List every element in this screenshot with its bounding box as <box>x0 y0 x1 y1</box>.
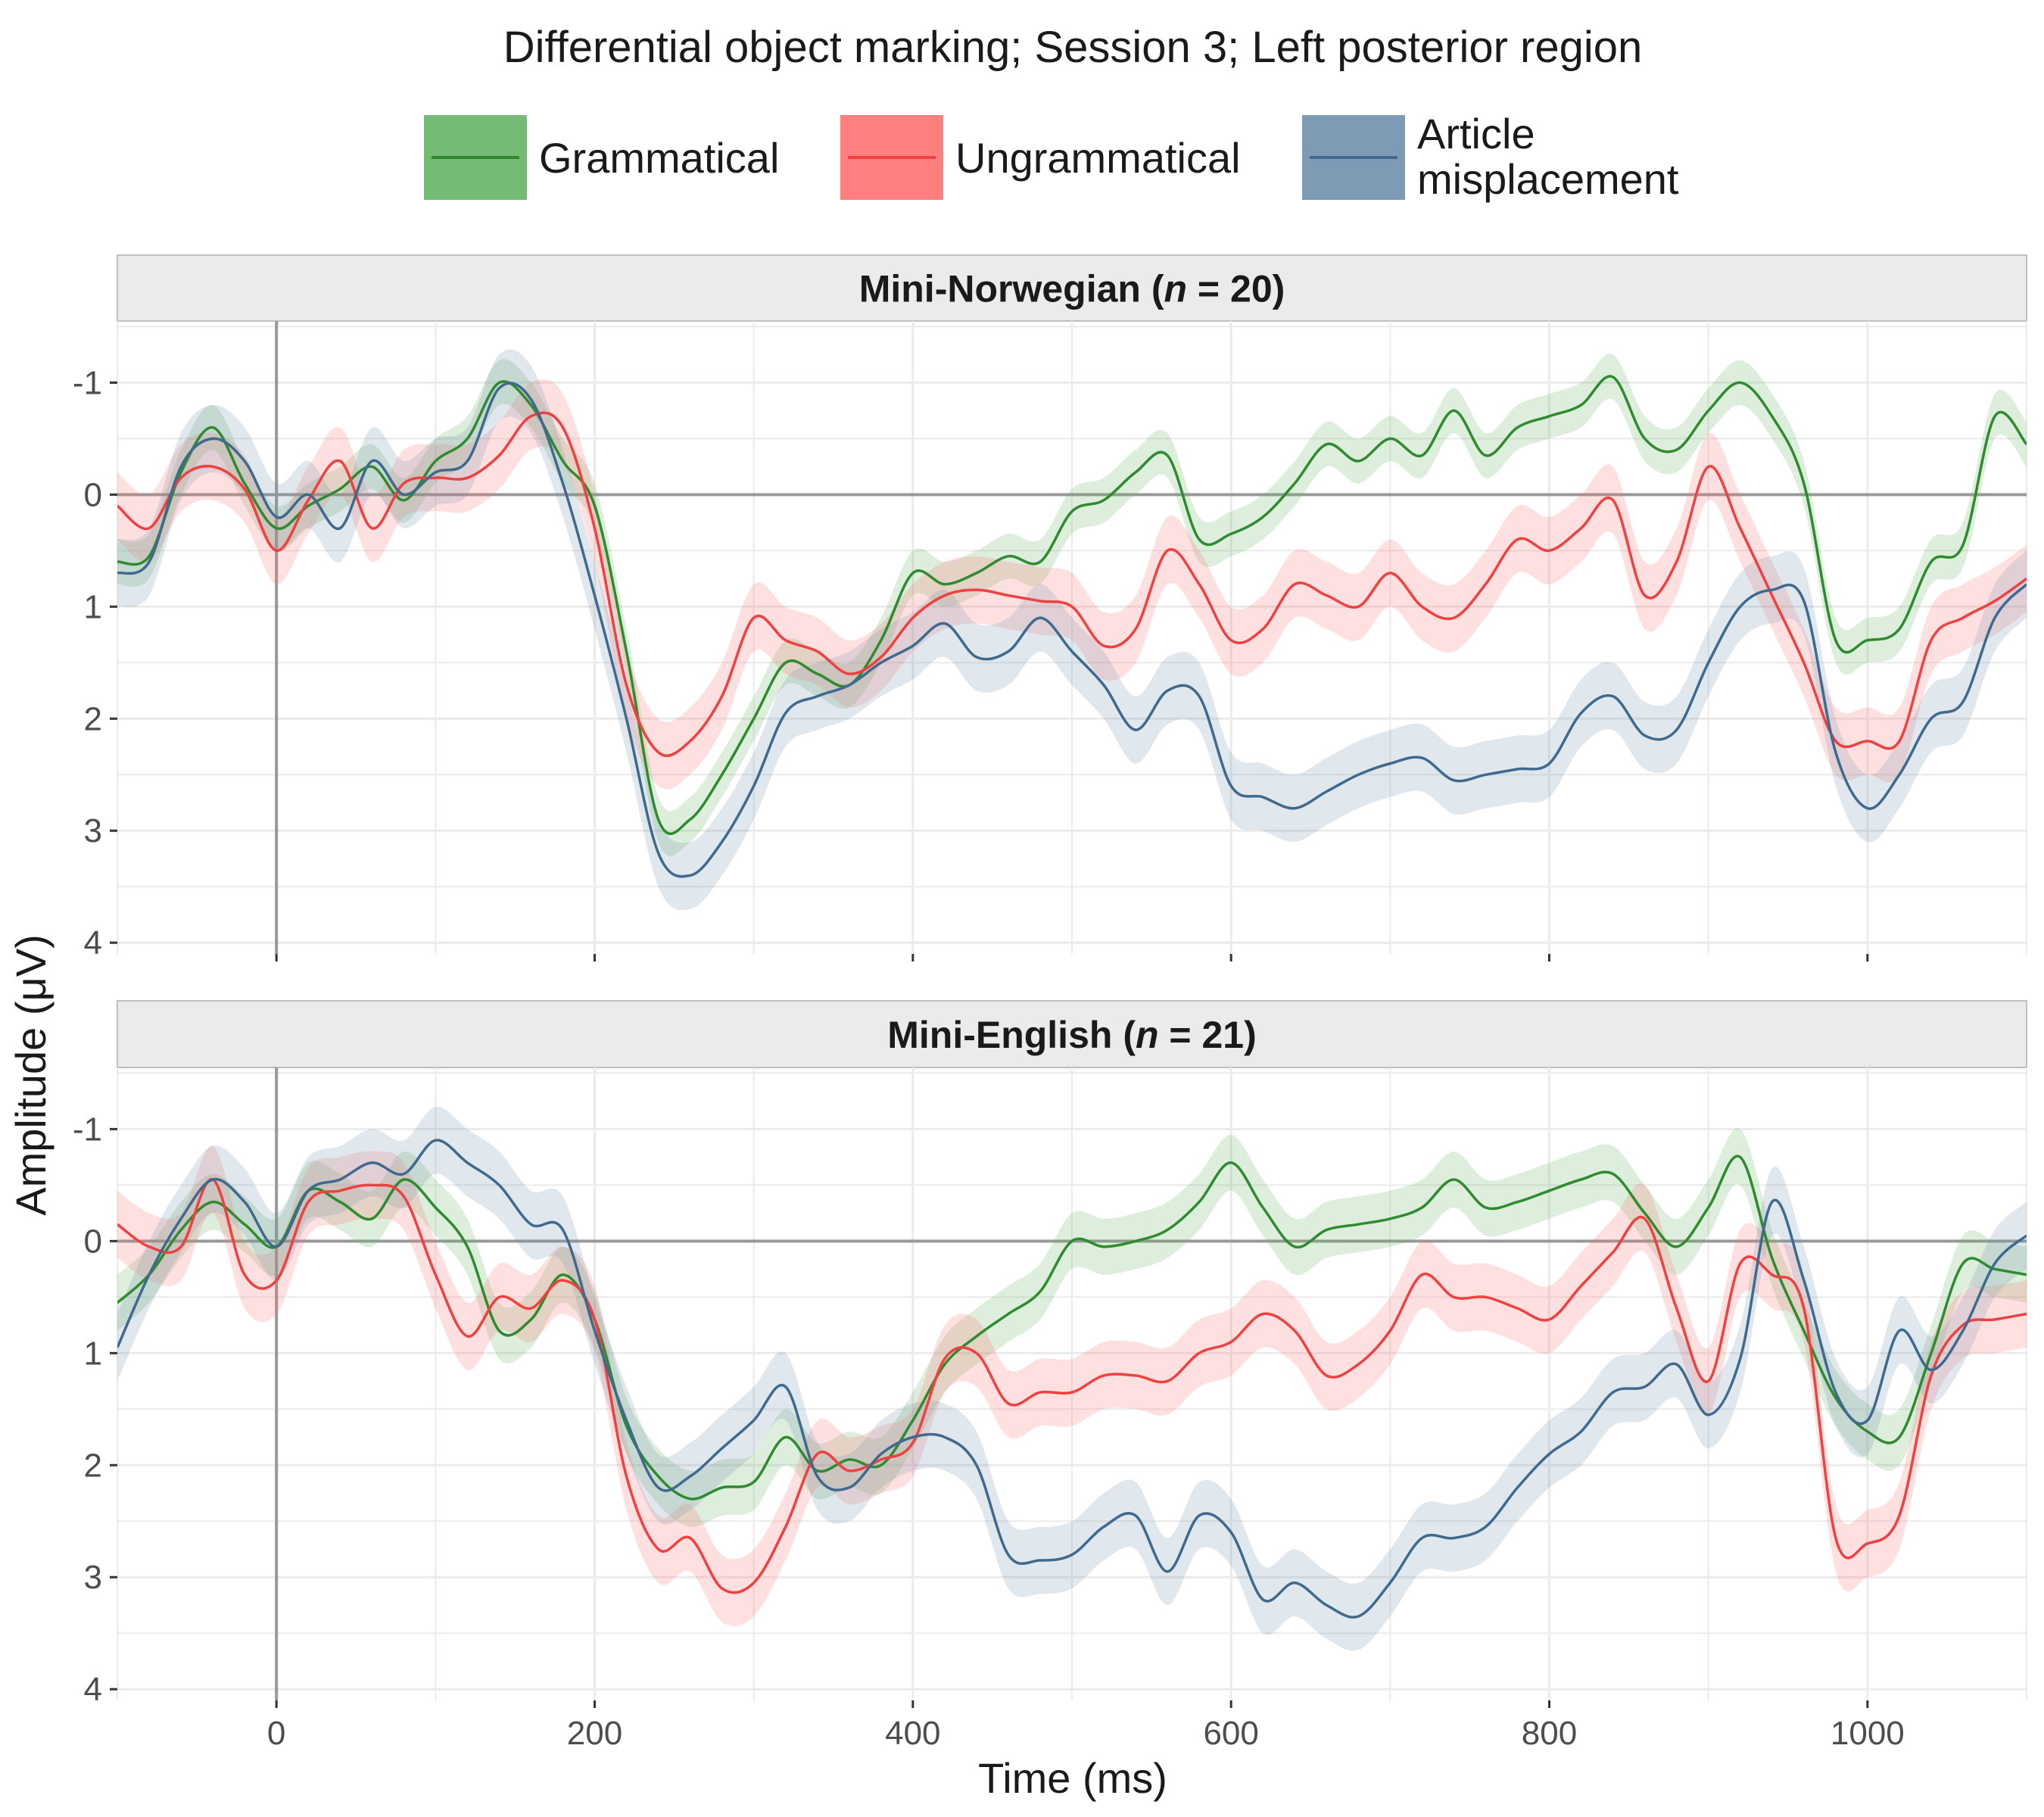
x-tick-label: 800 <box>1522 1715 1577 1752</box>
legend-label-line: Ungrammatical <box>955 134 1241 182</box>
y-axis: -1 0 1 2 3 4 <box>73 1111 117 1708</box>
x-tick-label: 200 <box>567 1715 622 1752</box>
legend-item: Article misplacement <box>1302 110 1679 203</box>
legend-label-line: Grammatical <box>539 134 779 182</box>
panel-2: Mini-English (n = 21) -1 0 1 2 3 4 0 200 400 600 80… <box>73 1000 2027 1752</box>
legend-label-line: misplacement <box>1417 155 1679 203</box>
strip-background <box>117 1000 2027 1068</box>
ci-ribbon-3 <box>117 1106 2027 1651</box>
y-tick-label: 3 <box>84 1559 102 1596</box>
y-tick-label: 1 <box>84 588 102 625</box>
strip-label: Mini-English (n = 21) <box>887 1014 1257 1056</box>
panel-grid <box>117 1067 2027 1700</box>
series-line-1 <box>117 375 2027 835</box>
x-tick-label: 1000 <box>1831 1715 1905 1752</box>
series-line-3 <box>117 382 2027 878</box>
y-tick-label: 0 <box>84 1223 102 1260</box>
legend-item: Grammatical <box>424 115 779 200</box>
panel-series <box>117 1106 2027 1651</box>
y-axis: -1 0 1 2 3 4 <box>73 364 117 961</box>
legend-label: Ungrammatical <box>955 134 1241 182</box>
strip-label-count: = 20) <box>1187 268 1285 310</box>
y-tick-label: 4 <box>84 1671 102 1708</box>
y-tick-label: -1 <box>73 1111 102 1148</box>
strip-label-text: Mini-English ( <box>887 1014 1136 1056</box>
y-axis-title: Amplitude (μV) <box>7 934 55 1216</box>
ci-ribbon-1 <box>117 1127 2027 1527</box>
legend: Grammatical Ungrammatical Article misplacem… <box>424 110 1679 203</box>
strip-label-text: Mini-Norwegian ( <box>859 268 1164 310</box>
strip-label-n: n <box>1136 1014 1159 1056</box>
x-axis: 0 200 400 600 800 1000 <box>267 1700 1905 1752</box>
chart-title: Differential object marking; Session 3; … <box>503 23 1643 72</box>
strip-label-count: = 21) <box>1159 1014 1257 1056</box>
legend-label-line: Article <box>1417 110 1535 157</box>
legend-label: Grammatical <box>539 134 779 182</box>
panel-series <box>117 349 2027 911</box>
strip-background <box>117 254 2027 322</box>
series-line-2 <box>117 1178 2027 1594</box>
y-tick-label: 0 <box>84 476 102 513</box>
x-axis-title: Time (ms) <box>978 1754 1167 1802</box>
x-tick-label: 0 <box>267 1715 285 1752</box>
panel-strip: Mini-English (n = 21) <box>117 1000 2027 1068</box>
x-tick-label: 600 <box>1203 1715 1258 1752</box>
series-line-3 <box>117 1139 2027 1619</box>
panels: Mini-Norwegian (n = 20)-101234Mini-Engli… <box>73 254 2027 1752</box>
x-axis <box>275 954 1869 961</box>
ci-ribbon-2 <box>117 1145 2027 1626</box>
ci-ribbon-3 <box>117 349 2027 911</box>
strip-label: Mini-Norwegian (n = 20) <box>859 268 1285 310</box>
legend-label: Article misplacement <box>1417 110 1679 203</box>
series-line-2 <box>117 411 2027 758</box>
strip-label-n: n <box>1164 268 1187 310</box>
legend-item: Ungrammatical <box>840 115 1241 200</box>
ci-ribbon-2 <box>117 379 2027 790</box>
panel-1: Mini-Norwegian (n = 20) -1 0 1 2 3 4 <box>73 254 2027 961</box>
y-tick-label: -1 <box>73 364 102 401</box>
y-tick-label: 2 <box>84 700 102 737</box>
y-tick-label: 3 <box>84 812 102 849</box>
panel-strip: Mini-Norwegian (n = 20) <box>117 254 2027 322</box>
y-tick-label: 1 <box>84 1335 102 1372</box>
y-tick-label: 4 <box>84 924 102 961</box>
x-tick-label: 400 <box>885 1715 940 1752</box>
series-line-1 <box>117 1155 2027 1501</box>
y-tick-label: 2 <box>84 1447 102 1484</box>
